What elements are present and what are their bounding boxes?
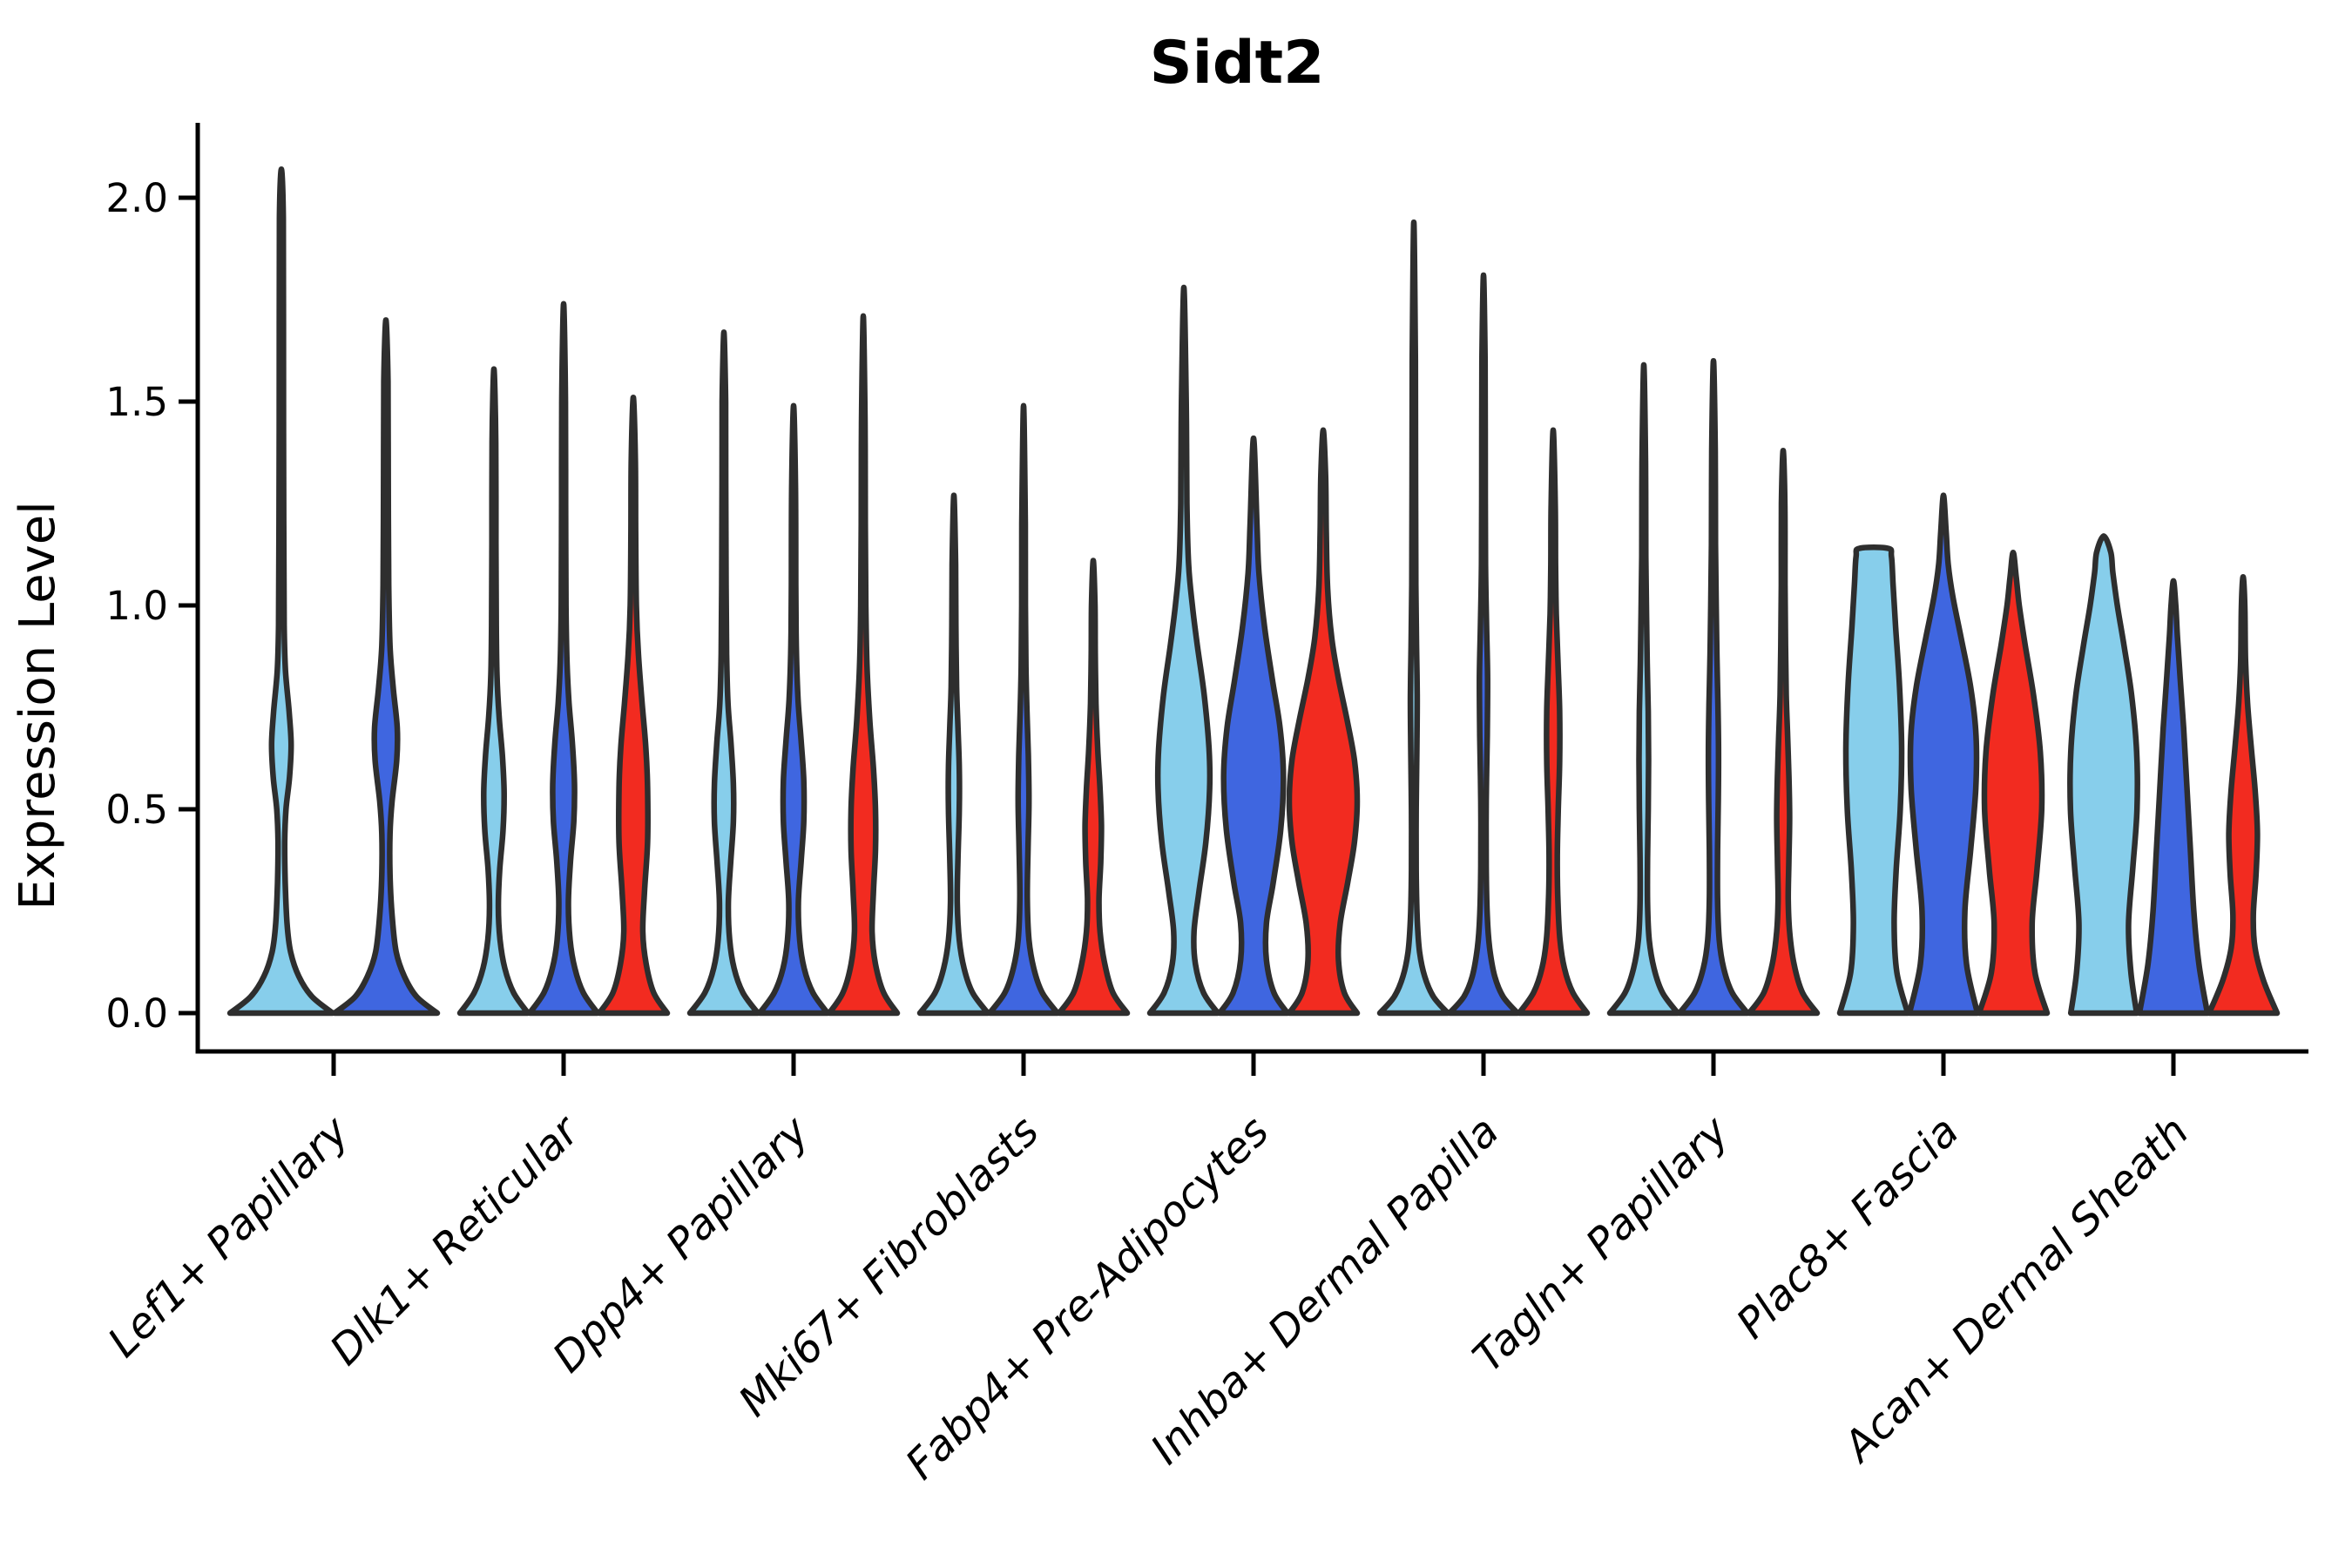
violin-mki67-fibroblasts-red	[1056, 558, 1131, 1017]
y-axis-ticks: 0.0 0.5 1.0 1.5 2.0	[105, 175, 198, 1037]
y-tick-label-0.0: 0.0	[105, 990, 168, 1037]
violin-fabp4-pre-adipocytes-red	[1286, 427, 1361, 1017]
violin-dpp4-papillary-sky-blue	[686, 329, 761, 1017]
violin-dlk1-reticular-red	[596, 395, 671, 1017]
violin-acan-dermal-sheath-red	[2206, 573, 2281, 1017]
violin-plac8-fascia-sky-blue	[1836, 544, 1911, 1017]
violin-inhba-dermal-papilla-red	[1516, 427, 1591, 1017]
violin-acan-dermal-sheath-royal-blue	[2136, 578, 2211, 1017]
violin-tagln-papillary-red	[1746, 447, 1821, 1017]
violin-mki67-fibroblasts-sky-blue	[916, 492, 991, 1017]
violin-inhba-dermal-papilla-sky-blue	[1376, 219, 1451, 1017]
violin-inhba-dermal-papilla-royal-blue	[1446, 272, 1521, 1017]
y-tick-label-1.5: 1.5	[105, 379, 168, 425]
x-tick-label-tagln-papillary: Tagln+ Papillary	[1463, 1106, 1739, 1382]
chart-title: Sidt2	[1150, 29, 1325, 98]
violins-layer	[226, 166, 2281, 1017]
violin-mki67-fibroblasts-royal-blue	[986, 402, 1061, 1017]
violin-fabp4-pre-adipocytes-royal-blue	[1216, 435, 1291, 1017]
x-tick-label-lef1-papillary: Lef1+ Papillary	[98, 1106, 359, 1367]
violin-dlk1-reticular-sky-blue	[456, 366, 531, 1017]
y-tick-label-1.0: 1.0	[105, 583, 168, 629]
violin-dpp4-papillary-royal-blue	[756, 402, 831, 1017]
violin-acan-dermal-sheath-sky-blue	[2067, 533, 2140, 1017]
violin-dlk1-reticular-royal-blue	[526, 301, 601, 1017]
violin-dpp4-papillary-red	[826, 313, 901, 1017]
y-tick-label-2.0: 2.0	[105, 175, 168, 221]
x-tick-label-plac8-fascia: Plac8+ Fascia	[1727, 1107, 1969, 1348]
violin-plac8-fascia-red	[1976, 549, 2051, 1017]
y-axis-label: Expression Level	[10, 501, 66, 910]
violin-lef1-papillary-sky-blue	[226, 166, 336, 1017]
violin-lef1-papillary-royal-blue	[331, 317, 441, 1017]
y-tick-label-0.5: 0.5	[105, 787, 168, 833]
violin-fabp4-pre-adipocytes-sky-blue	[1146, 284, 1221, 1017]
violin-tagln-papillary-sky-blue	[1606, 362, 1681, 1017]
x-tick-label-dpp4-papillary: Dpp4+ Papillary	[544, 1106, 819, 1382]
violin-tagln-papillary-royal-blue	[1676, 357, 1751, 1017]
violin-plac8-fascia-royal-blue	[1906, 492, 1981, 1017]
x-tick-label-fabp4-pre-adipocytes: Fabp4+ Pre-Adipocytes	[896, 1107, 1279, 1490]
x-tick-label-dlk1-reticular: Dlk1+ Reticular	[321, 1105, 591, 1375]
